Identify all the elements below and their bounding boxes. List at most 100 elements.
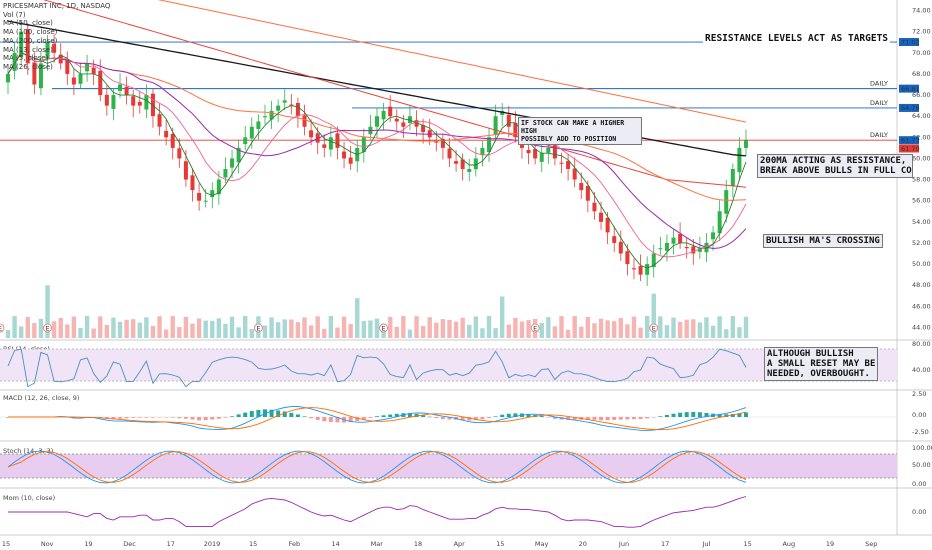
level-badge-0	[899, 38, 919, 47]
candle-body-73	[487, 137, 492, 153]
macd-hist-31	[210, 417, 215, 420]
earnings-marker-text-2: E	[382, 325, 386, 333]
candle-body-95	[631, 268, 636, 270]
level-badge-text-1: 66.61	[901, 85, 920, 93]
candle-body-34	[230, 158, 235, 168]
macd-hist-65	[434, 417, 439, 419]
candle-body-22	[150, 93, 155, 117]
macd-hist-105	[697, 412, 702, 417]
volume-bar-21	[144, 317, 149, 338]
candle-body-7	[52, 43, 57, 53]
candle-body-36	[243, 137, 248, 145]
macd-hist-96	[638, 417, 643, 419]
candle-body-83	[552, 145, 557, 159]
macd-hist-102	[678, 412, 683, 417]
mom-title: Mom (10, close)	[3, 494, 55, 502]
candle-body-107	[711, 232, 716, 240]
level-label-1: DAILY	[870, 80, 888, 88]
volume-bar-52	[348, 324, 353, 338]
note-ma200: 200MA ACTING AS RESISTANCE, BREAK ABOVE …	[757, 154, 913, 178]
candle-body-82	[546, 147, 551, 153]
candle-body-71	[473, 158, 478, 170]
candle-body-70	[467, 169, 472, 172]
candle-body-62	[414, 120, 419, 127]
indicator-legend: PRICESMART INC, 1D, NASDAQ Vol (7) MA (5…	[3, 2, 110, 72]
note-bullish-cross: BULLISH MA'S CROSSING	[763, 234, 883, 248]
macd-hist-55	[368, 417, 373, 418]
macd-hist-82	[546, 417, 551, 418]
level-badge-text-3: 61.73	[901, 136, 920, 144]
candle-body-52	[348, 157, 353, 164]
volume-bar-84	[559, 316, 564, 338]
volume-bar-10	[71, 316, 77, 338]
earnings-marker-text-4: E	[652, 325, 656, 333]
volume-bar-56	[374, 318, 380, 338]
volume-bar-55	[368, 320, 373, 338]
candle-body-56	[375, 116, 379, 127]
volume-bar-28	[190, 323, 195, 338]
note-higher-high-line1: IF STOCK CAN MAKE A HIGHER HIGH	[521, 119, 625, 135]
macd-hist-34	[230, 416, 235, 417]
macd-hist-94	[625, 417, 630, 420]
volume-bar-30	[203, 320, 208, 338]
candle-body-6	[45, 42, 50, 60]
volume-bar-86	[572, 316, 577, 338]
volume-bar-92	[612, 321, 617, 338]
candle-body-92	[612, 236, 617, 243]
macd-hist-97	[645, 417, 650, 419]
macd-hist-23	[157, 417, 162, 418]
candle-body-25	[170, 133, 175, 148]
macd-hist-41	[276, 410, 281, 417]
candle-body-50	[335, 133, 340, 148]
volume-bar-0	[5, 330, 11, 338]
price-tick-15: 44.00	[912, 323, 931, 331]
candle-body-51	[342, 151, 347, 159]
volume-bar-67	[447, 319, 452, 338]
candle-body-40	[269, 110, 274, 120]
note-overbought-line3: NEEDED, OVERBOUGHT.	[767, 369, 870, 379]
candle-body-76	[506, 114, 511, 127]
macd-hist-77	[513, 413, 518, 417]
volume-bar-78	[519, 321, 525, 338]
macd-hist-72	[480, 417, 485, 420]
volume-bar-91	[605, 320, 610, 338]
volume-bar-26	[177, 326, 182, 338]
volume-bar-59	[394, 326, 399, 338]
price-tick-11: 52.00	[912, 239, 931, 247]
volume-bar-27	[183, 316, 189, 338]
macd-hist-44	[295, 414, 300, 417]
volume-bar-60	[401, 316, 406, 338]
time-tick-3: Dec	[123, 540, 136, 548]
candle-body-75	[500, 110, 505, 115]
volume-bar-101	[671, 317, 676, 338]
macd-hist-61	[407, 413, 412, 417]
time-tick-12: 15	[496, 540, 504, 548]
note-overbought-line2: A SMALL RESET MAY BE	[767, 359, 876, 369]
volume-bar-75	[499, 296, 505, 338]
volume-bar-16	[111, 317, 116, 338]
volume-bar-35	[236, 327, 241, 338]
candle-body-102	[678, 234, 683, 243]
volume-bar-99	[658, 316, 663, 338]
volume-bar-106	[704, 317, 709, 338]
candle-body-17	[118, 84, 123, 91]
candle-body-47	[315, 133, 320, 143]
macd-hist-46	[309, 417, 314, 419]
volume-bar-4	[32, 323, 37, 338]
volume-bar-77	[513, 317, 518, 338]
time-tick-17: Jul	[701, 540, 710, 548]
volume-bar-53	[355, 298, 360, 338]
macd-hist-25	[170, 417, 175, 418]
volume-bar-2	[18, 326, 24, 338]
candle-body-27	[183, 161, 188, 180]
volume-bar-50	[335, 327, 340, 338]
stoch-tick-1: 50.00	[912, 461, 931, 469]
time-tick-21: Sep	[865, 540, 877, 548]
candle-body-32	[216, 179, 221, 195]
macd-hist-28	[190, 417, 195, 420]
note-ma200-line2: BREAK ABOVE BULLS IN FULL CONTROL	[760, 166, 912, 176]
macd-hist-54	[361, 417, 366, 420]
macd-tick-0: 2.50	[912, 390, 926, 398]
candle-body-60	[401, 122, 406, 127]
